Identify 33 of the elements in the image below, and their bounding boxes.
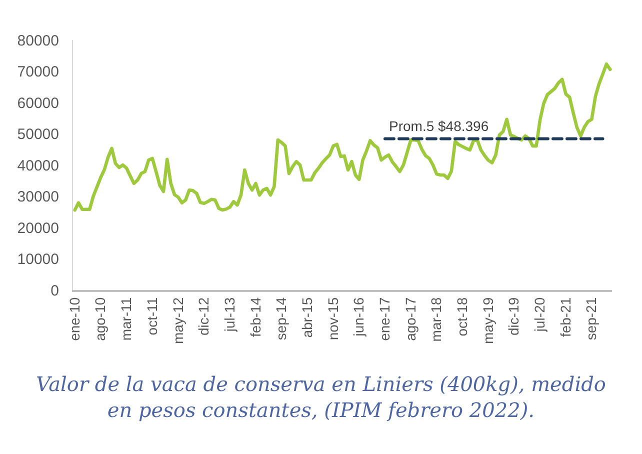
x-tick-label: oct-18 [454,297,470,336]
x-tick-label: jul-20 [532,297,548,333]
x-tick-label: may-19 [480,297,496,344]
x-tick-label: jun-16 [350,297,367,338]
line-series [73,62,612,212]
series-label: Prom.5 $48.396 [389,118,489,134]
x-tick-label: feb-14 [247,297,264,338]
x-tick-label: ago-17 [402,297,418,341]
y-tick-label: 50000 [17,126,59,143]
x-tick-label: mar-18 [428,297,444,342]
x-tick-label: sep-21 [583,297,600,340]
x-tick-label: abr-15 [298,297,315,338]
y-tick-label: 70000 [17,64,59,80]
y-tick-label: 0 [50,282,59,300]
y-tick-label: 20000 [17,220,59,237]
y-tick-label: 60000 [17,94,59,112]
x-tick-label: ago-10 [92,297,108,341]
y-tick-label: 30000 [17,188,59,206]
x-tick-label: mar-11 [118,297,134,341]
x-tick-label: dic-12 [196,297,212,336]
x-tick-label: ene-17 [376,297,393,341]
x-tick-label: jul-13 [221,297,238,333]
x-tick-label: feb-21 [557,297,574,338]
y-tick-label: 10000 [17,251,59,268]
x-tick-label: ene-10 [66,297,82,341]
y-tick-label: 80000 [17,32,59,50]
text: Valor de la vaca de conserva en Liniers (400kg), medido en pesos constantes, (IPIM febrero 2022). [36,372,606,422]
x-tick-label: dic-19 [506,297,522,336]
x-tick-label: may-12 [170,297,186,344]
x-tick-label: oct-11 [144,297,160,336]
y-tick-label: 40000 [17,157,59,174]
x-tick-label: sep-14 [273,297,290,340]
x-tick-label: nov-15 [324,297,341,340]
